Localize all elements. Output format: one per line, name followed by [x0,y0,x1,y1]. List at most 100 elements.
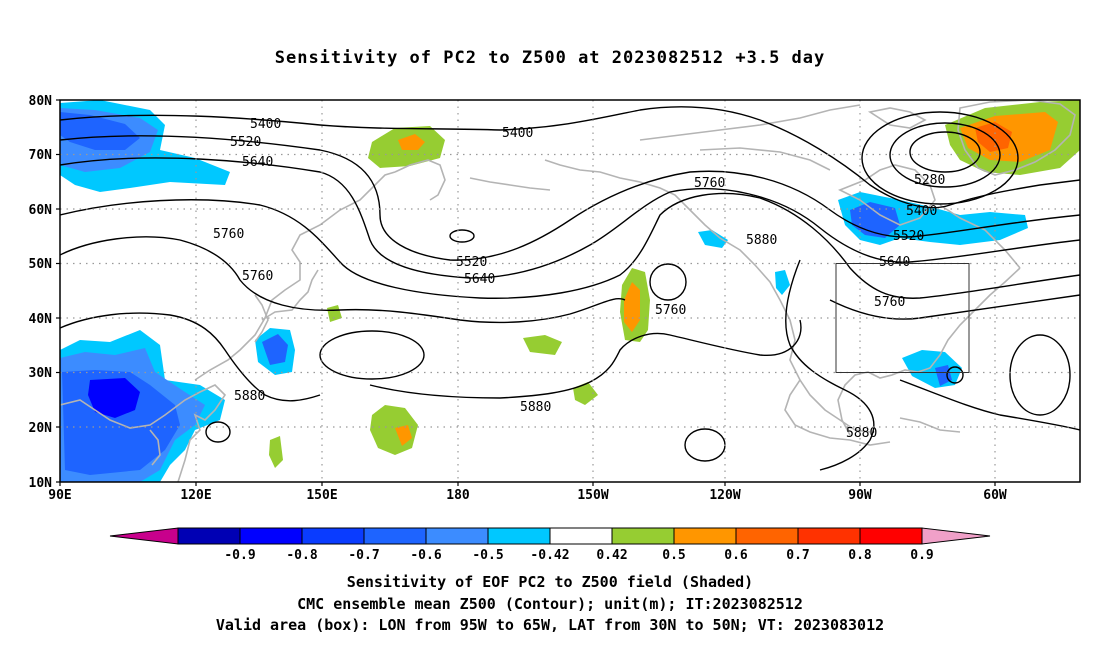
coast-labrador [939,204,1021,269]
contour-label: 5400 [250,117,281,132]
contour-low-greenland-3 [861,111,1019,205]
longitude-labels: 90E 120E 150E 180 150W 120W 90W 60W [48,488,1007,503]
coast-korea [254,294,269,343]
shade-orange-nepac [624,282,640,332]
coast-mexico [784,379,891,446]
colorbar-label: -0.8 [286,548,317,563]
contour-label: 5880 [520,400,551,415]
contour-high-small [649,263,687,301]
coast-arctic-canada [639,104,861,141]
caption-line-2: CMC ensemble mean Z500 (Contour); unit(m… [297,594,803,613]
contour-5760-north [60,192,1080,299]
grid-lines [60,100,1080,482]
contour-label: 5520 [230,135,261,150]
colorbar-label: 0.42 [596,548,627,563]
colorbar-label: 0.8 [848,548,872,563]
shade-green-pacific [370,405,418,455]
coast-canada-north [699,147,831,171]
lon-label: 150E [306,488,337,503]
colorbar-segment [735,527,799,545]
lat-label: 80N [29,94,53,109]
coast-kamchatka [394,159,446,201]
lat-label: 50N [29,257,53,272]
contour-label: 5520 [456,255,487,270]
coast-asia-east [60,384,227,482]
contour-high-gulf [946,366,964,384]
contour-label: 5760 [655,303,686,318]
coast-cuba [899,417,961,433]
colorbar-label: -0.7 [348,548,379,563]
contour-5640 [60,157,1080,279]
coast-us-east [837,267,1021,436]
contour-5400 [60,106,1080,209]
colorbar-label: -0.6 [410,548,441,563]
shade-green-small4 [327,305,342,322]
lon-label: 60W [983,488,1007,503]
shade-sw-dark-blue [88,378,140,418]
caption-line-1: Sensitivity of EOF PC2 to Z500 field (Sh… [346,573,754,591]
contour-5760-ne [829,294,1080,320]
contour-labels: 5400 5520 5640 5760 5760 5400 5760 5280 … [213,117,945,441]
lon-label: 90W [848,488,872,503]
colorbar-segment [425,527,489,545]
shade-green-small3 [269,436,283,468]
colorbar-high-triangle [921,527,991,545]
colorbar-label: -0.9 [224,548,255,563]
contour-5760-west [60,236,626,324]
axis-ticks [56,99,996,486]
contour-label: 5400 [906,204,937,219]
contour-high-sw [205,421,231,443]
lat-label: 10N [29,476,53,491]
shade-blue-bc2 [775,270,790,295]
shade-green-small1 [523,335,562,355]
coast-japan [261,269,319,321]
contour-label: 5880 [234,389,265,404]
lon-label: 120W [709,488,740,503]
contour-label: 5880 [746,233,777,248]
caption-line-3: Valid area (box): LON from 95W to 65W, L… [215,616,885,634]
shade-blue-bc [698,230,728,248]
colorbar-segment [611,527,675,545]
chart-title: Sensitivity of PC2 to Z500 at 2023082512… [274,48,826,68]
contour-5880-mid [369,319,802,399]
contour-label: 5640 [464,272,495,287]
colorbar-label: 0.6 [724,548,748,563]
lat-label: 30N [29,366,53,381]
colorbar-label: -0.42 [530,548,569,563]
lon-label: 150W [577,488,608,503]
valid-area-box [835,263,970,373]
contour-label: 5760 [694,176,725,191]
contour-label: 5640 [879,255,910,270]
latitude-labels: 80N 70N 60N 50N 40N 30N 20N 10N [29,94,53,491]
contour-high-pacific [319,330,425,380]
colorbar-label: 0.7 [786,548,809,563]
map-frame [59,99,1081,483]
colorbar-segment [673,527,737,545]
colorbar-segment [487,527,551,545]
contour-high-atl [1009,334,1071,416]
coast-aleutian [469,177,551,191]
contour-label: 5520 [893,229,924,244]
shade-orange-pacific [395,425,412,446]
colorbar-label: -0.5 [472,548,503,563]
shade-orange-kamchatka [398,134,425,150]
colorbar-low-triangle [109,527,179,545]
coast-philippines [149,429,161,466]
contour-5880-east [785,259,875,471]
lat-label: 60N [29,203,53,218]
lat-label: 40N [29,312,53,327]
shade-jp-blue [262,334,288,365]
colorbar: -0.9 -0.8 -0.7 -0.6 -0.5 -0.42 0.42 0.5 0.6 0.7 0.… [109,527,991,563]
contour-low-greenland-1 [909,131,981,173]
contour-5880-west [60,312,321,402]
colorbar-segment [239,527,303,545]
lon-label: 120E [180,488,211,503]
coast-china [194,171,396,381]
contour-label: 5400 [502,126,533,141]
colorbar-label: 0.9 [910,548,933,563]
contour-5520 [60,135,1080,261]
colorbar-segment [363,527,427,545]
coast-hudson [838,164,936,226]
lon-label: 180 [446,488,470,503]
